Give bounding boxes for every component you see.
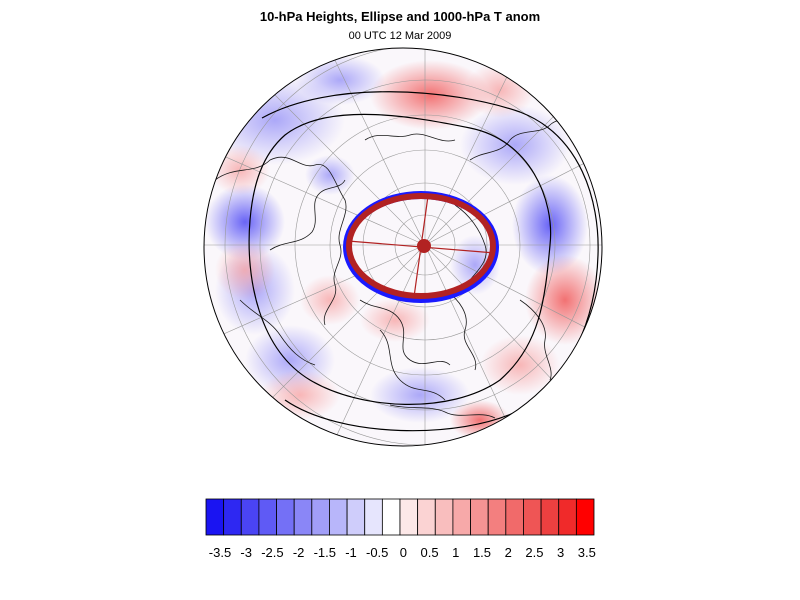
globe-outline xyxy=(203,47,603,447)
colorbar-swatch xyxy=(293,498,313,536)
colorbar-swatch xyxy=(470,498,489,536)
colorbar-tick-label: -3 xyxy=(240,545,252,560)
colorbar-swatch xyxy=(487,498,507,536)
map-subtitle: 00 UTC 12 Mar 2009 xyxy=(348,30,452,42)
colorbar-swatch xyxy=(205,498,225,536)
colorbar-swatch xyxy=(381,498,401,536)
coastlines xyxy=(214,114,586,419)
colorbar-tick-label: 1 xyxy=(452,545,459,560)
longitude-grid xyxy=(204,48,602,446)
vortex-centroid-marker xyxy=(417,239,431,253)
colorbar-tick-label: -2.5 xyxy=(261,545,283,560)
colorbar-swatch xyxy=(558,498,577,536)
colorbar-swatch xyxy=(364,498,383,536)
colorbar-swatch xyxy=(223,498,242,536)
colorbar-swatch xyxy=(540,498,560,536)
colorbar-swatch xyxy=(311,498,330,536)
colorbar-tick-label: -0.5 xyxy=(366,545,388,560)
colorbar-swatch xyxy=(399,498,419,536)
colorbar-tick-label: 2.5 xyxy=(525,545,543,560)
temperature-anomaly-field xyxy=(204,48,602,446)
vortex-ellipse xyxy=(343,191,499,303)
colorbar-swatch xyxy=(346,498,366,536)
colorbar-swatch xyxy=(240,498,260,536)
map-title: 10-hPa Heights, Ellipse and 1000-hPa T a… xyxy=(259,9,541,24)
height-contours xyxy=(248,91,599,432)
colorbar-swatch xyxy=(258,498,277,536)
colorbar-tick-label: 0 xyxy=(400,545,407,560)
colorbar-tick-label: 3.5 xyxy=(578,545,596,560)
colorbar-tick-label: -1 xyxy=(345,545,357,560)
colorbar-tick-label: -1.5 xyxy=(314,545,336,560)
colorbar-swatch xyxy=(276,498,295,536)
colorbar-tick-label: -2 xyxy=(293,545,305,560)
colorbar-swatch xyxy=(329,498,348,536)
colorbar-tick-label: 0.5 xyxy=(421,545,439,560)
colorbar-tick-label: 3 xyxy=(557,545,564,560)
colorbar-tick-label: 1.5 xyxy=(473,545,491,560)
colorbar-swatch xyxy=(523,498,542,536)
colorbar-swatch xyxy=(575,498,595,536)
colorbar-tick-label: -3.5 xyxy=(209,545,231,560)
colorbar-swatch xyxy=(434,498,454,536)
colorbar-swatch xyxy=(505,498,524,536)
colorbar-swatch xyxy=(452,498,471,536)
colorbar-swatch xyxy=(417,498,436,536)
colorbar-tick-label: 2 xyxy=(505,545,512,560)
